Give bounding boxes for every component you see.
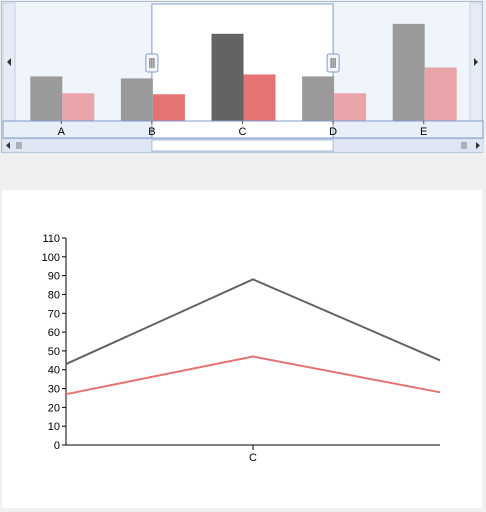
navigator-bar-series2 <box>152 94 185 121</box>
navigator-bar-series1 <box>30 76 63 121</box>
y-tick-label: 30 <box>48 384 60 396</box>
y-tick-label: 50 <box>48 346 60 358</box>
y-tick-label: 10 <box>48 421 60 433</box>
navigator-bar-series2 <box>334 93 367 121</box>
navigator-bar-series1 <box>392 23 425 122</box>
line-chart: 0 10 20 30 40 50 60 70 80 90 100 110 C <box>2 190 482 508</box>
scrollbar-track-right[interactable] <box>333 140 482 151</box>
navigator-category-label: E <box>420 126 427 138</box>
navigator-category-label: A <box>58 126 66 138</box>
navigator-bar-series1 <box>302 76 335 121</box>
navigator-canvas: A B C D E <box>2 2 484 153</box>
y-tick-label: 20 <box>48 402 60 414</box>
navigator-category-label: C <box>239 126 247 138</box>
navigator-bar-series2 <box>424 67 457 121</box>
navigator-bar-series2 <box>62 93 95 121</box>
y-tick-label: 40 <box>48 365 60 377</box>
y-tick-label: 60 <box>48 327 60 339</box>
scroll-right-arrow-icon[interactable] <box>476 142 480 149</box>
triangle-right-icon[interactable] <box>474 58 478 66</box>
navigator-right-handle[interactable] <box>326 53 340 73</box>
y-tick-label: 100 <box>42 252 60 264</box>
x-tick-label: C <box>249 452 257 464</box>
y-tick-label: 90 <box>48 271 60 283</box>
series-line-1 <box>65 278 441 365</box>
navigator-bar-series1 <box>120 78 153 121</box>
navigator-bar-series1 <box>211 33 244 121</box>
y-tick-label: 80 <box>48 289 60 301</box>
navigator-bar-series2 <box>243 74 276 121</box>
scrollbar-track-left[interactable] <box>3 140 153 151</box>
navigator-category-label: B <box>148 126 155 138</box>
series-line-2 <box>65 355 441 396</box>
triangle-left-icon[interactable] <box>7 58 11 66</box>
y-tick-label: 0 <box>54 440 60 452</box>
navigator-left-handle[interactable] <box>145 53 159 73</box>
scrollbar-thumb[interactable] <box>151 139 334 152</box>
y-tick-label: 110 <box>42 233 60 245</box>
scroll-left-arrow-icon[interactable] <box>6 142 10 149</box>
y-tick-label: 70 <box>48 308 60 320</box>
line-chart-canvas: 0 10 20 30 40 50 60 70 80 90 100 110 C <box>42 233 441 464</box>
range-navigator[interactable]: A B C D E <box>1 1 484 153</box>
navigator-category-label: D <box>329 126 337 138</box>
